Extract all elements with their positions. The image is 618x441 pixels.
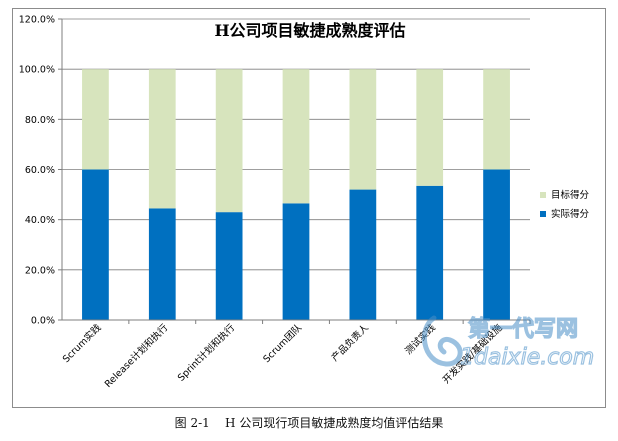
y-tick-labels: 0.0% 20.0% 40.0% 60.0% 80.0% 100.0% 120.0% <box>19 15 55 327</box>
x-tick-labels: Scrum实践 Release计划和执行 Sprint计划和执行 Scrum团队 产品负… <box>60 321 505 390</box>
bar-actual <box>82 169 109 320</box>
bar-actual <box>215 212 243 320</box>
chart-title: H公司项目敏捷成熟度评估 <box>214 21 405 40</box>
bar-actual <box>416 185 444 320</box>
y-tick-label: 120.0% <box>19 15 55 26</box>
x-tick-label: Scrum团队 <box>261 321 305 365</box>
bar-actual <box>483 169 510 320</box>
y-tick-label: 40.0% <box>25 215 55 226</box>
bar-actual <box>148 208 176 320</box>
legend-label: 目标得分 <box>551 189 590 201</box>
x-tick-label: Release计划和执行 <box>102 321 171 390</box>
y-tick-label: 20.0% <box>25 265 55 276</box>
bar-target <box>349 69 377 190</box>
bar-target <box>82 69 109 170</box>
y-tick-label: 0.0% <box>31 316 55 327</box>
x-tick-label: 开发实践/基础设施 <box>440 321 505 386</box>
bar-target <box>148 69 176 209</box>
y-tick-label: 100.0% <box>19 65 55 76</box>
x-tick-label: 测试实践 <box>402 321 438 357</box>
x-tick-label: Scrum实践 <box>60 321 104 365</box>
bar-target <box>282 69 310 204</box>
bar-actual <box>282 203 310 320</box>
bar-actual <box>349 189 377 320</box>
figure-caption: 图 2-1 H 公司现行项目敏捷成熟度均值评估结果 <box>174 416 444 430</box>
x-tick-label: 产品负责人 <box>329 321 371 363</box>
bar-target <box>416 69 444 186</box>
y-tick-label: 80.0% <box>25 115 55 126</box>
bar-target <box>483 69 510 170</box>
legend-swatch <box>540 211 546 217</box>
legend-swatch <box>540 192 546 198</box>
x-tick-label: Sprint计划和执行 <box>175 321 237 383</box>
bars <box>82 69 510 320</box>
bar-target <box>215 69 243 213</box>
y-tick-label: 60.0% <box>25 165 55 176</box>
legend-label: 实际得分 <box>551 208 590 220</box>
